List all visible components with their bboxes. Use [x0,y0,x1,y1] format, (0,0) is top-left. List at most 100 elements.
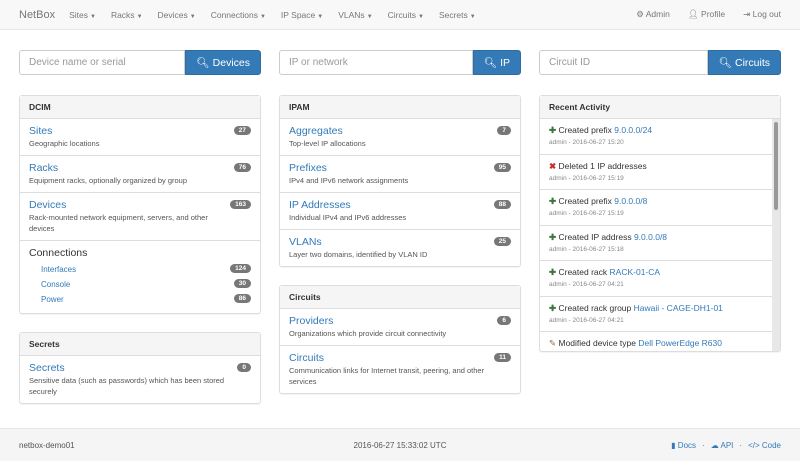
count-badge: 124 [230,264,251,273]
caret-down-icon: ▼ [259,13,266,20]
list-item: Sites Geographic locations 27 [20,119,260,155]
menu-label: Devices [157,9,188,20]
activity-action: Created rack [558,267,608,277]
api-link[interactable]: ☁ API [711,441,734,450]
search-icon: 🔍︎ [196,57,210,69]
hostname: netbox-demo01 [19,440,75,450]
item-link[interactable]: Secrets [29,362,65,374]
activity-item: ✎ Modified device type Dell PowerEdge R6… [540,332,772,351]
item-description: Equipment racks, optionally organized by… [29,176,188,185]
nav-menu-ip-space[interactable]: IP Space ▼ [281,10,323,20]
item-link[interactable]: Prefixes [289,162,327,174]
circuit-search-input[interactable] [539,50,708,75]
item-link[interactable]: Sites [29,125,53,137]
admin-link[interactable]: ⚙ Admin [636,9,670,20]
activity-meta: admin - 2016-06-27 15:19 [549,174,624,182]
item-link[interactable]: Aggregates [289,125,343,137]
code-link[interactable]: </> Code [748,441,781,450]
activity-text: ✚ Created rack RACK-01-CA [549,267,763,278]
docs-label: Docs [677,440,697,450]
caret-down-icon: ▼ [317,13,324,20]
activity-list: ✚ Created prefix 9.0.0.0/24 admin - 2016-… [540,119,780,351]
item-label: Interfaces [41,265,77,274]
plus-icon: ✚ [549,196,559,206]
item-link[interactable]: Providers [289,315,334,327]
item-link[interactable]: Devices [29,199,67,211]
connection-link-console[interactable]: Console 30 [29,277,251,292]
activity-text: ✚ Created prefix 9.0.0.0/8 [549,196,763,207]
item-link[interactable]: Circuits [289,352,325,364]
item-label: Console [41,280,71,289]
caret-down-icon: ▼ [469,13,476,20]
nav-menu-vlans[interactable]: VLANs ▼ [338,10,372,20]
count-badge: 25 [493,237,511,246]
count-badge: 76 [233,163,251,172]
device-search-button[interactable]: 🔍︎ Devices [185,50,261,75]
activity-meta: admin - 2016-06-27 04:21 [549,281,624,288]
item-description: IPv4 and IPv6 network assignments [289,176,409,185]
nav-menu-sites[interactable]: Sites ▼ [69,10,96,20]
device-search-input[interactable] [19,50,186,75]
nav-menu-devices[interactable]: Devices ▼ [158,10,196,20]
activity-object-link[interactable]: 9.0.0.0/8 [633,231,668,242]
button-label: Devices [212,57,250,69]
activity-object-link[interactable]: 9.0.0.0/24 [614,125,653,135]
nav-menu-secrets[interactable]: Secrets ▼ [439,10,476,20]
navbar: NetBox Sites ▼ Racks ▼ Devices ▼ Connections ▼ I… [0,0,800,30]
menu-label: Secrets [438,9,468,20]
activity-object-link[interactable]: Hawaii - CAGE-DH1-01 [633,302,723,313]
ip-search-input[interactable] [279,50,473,75]
scrollbar-thumb[interactable] [774,122,778,210]
search-icon: 🔍︎ [718,57,733,69]
profile-label: Profile [701,9,726,19]
connection-link-interfaces[interactable]: Interfaces 124 [29,262,251,277]
activity-action: Created IP address [558,231,632,242]
activity-item: ✖ Deleted 1 IP addresses admin - 2016-06… [540,155,772,190]
item-link[interactable]: Racks [29,162,59,174]
plus-icon: ✚ [549,231,559,242]
caret-down-icon: ▼ [136,13,143,20]
cloud-icon: ☁ [710,440,719,450]
api-label: API [720,440,734,450]
ipam-panel: IPAM Aggregates Top-level IP allocations 7… [279,95,521,267]
list-item: VLANs Layer two domains, identified by VL… [280,229,520,266]
scrollbar[interactable] [772,119,780,351]
activity-object-link[interactable]: Dell PowerEdge R630 [638,338,722,348]
list-item: Devices Rack-mounted network equipment, s… [20,192,260,240]
secrets-panel: Secrets Secrets Sensitive data (such as p… [19,332,261,404]
activity-meta: admin - 2016-06-27 15:19 [549,210,624,217]
logout-link[interactable]: ⇥ Log out [743,9,781,20]
panel-title: Secrets [20,333,260,356]
activity-object-link[interactable]: RACK-01-CA [609,267,661,277]
activity-object-link[interactable]: 9.0.0.0/8 [614,196,648,206]
circuit-search-button[interactable]: 🔍︎ Circuits [707,50,781,75]
profile-link[interactable]: 👤︎ Profile [688,9,725,20]
count-badge: 86 [233,294,251,303]
list-item: IP Addresses Individual IPv4 and IPv6 add… [280,192,520,229]
list-item: Prefixes IPv4 and IPv6 network assignment… [280,155,520,192]
ip-search-button[interactable]: 🔍︎ IP [472,50,521,75]
item-link[interactable]: IP Addresses [289,199,351,211]
activity-item: ✚ Created IP address 9.0.0.0/8 admin - 20… [540,226,772,261]
activity-action: Created prefix [558,125,612,135]
code-label: Code [761,440,781,450]
brand-logo[interactable]: NetBox [19,8,56,21]
nav-menu-connections[interactable]: Connections ▼ [211,10,266,20]
gear-icon: ⚙ [636,9,644,19]
connections-item: Connections Interfaces 124 Console 30 Power 8… [20,240,260,313]
panel-title: Recent Activity [540,96,780,119]
connection-link-power[interactable]: Power 86 [29,292,251,307]
activity-meta: admin - 2016-06-27 15:18 [549,245,624,253]
caret-down-icon: ▼ [89,13,96,20]
nav-menu-racks[interactable]: Racks ▼ [111,10,143,20]
user-icon: 👤︎ [687,9,699,19]
admin-label: Admin [645,9,670,19]
activity-action: Created rack group [558,302,632,313]
column-ipam: 🔍︎ IP IPAM Aggregates Top-level IP alloca… [279,50,521,422]
count-badge: 11 [494,353,511,362]
menu-label: Connections [210,9,258,20]
column-activity: 🔍︎ Circuits Recent Activity ✚ Created pr… [539,50,781,422]
docs-link[interactable]: ▮ Docs [671,441,696,450]
nav-menu-circuits[interactable]: Circuits ▼ [388,10,424,20]
item-link[interactable]: VLANs [289,236,322,248]
